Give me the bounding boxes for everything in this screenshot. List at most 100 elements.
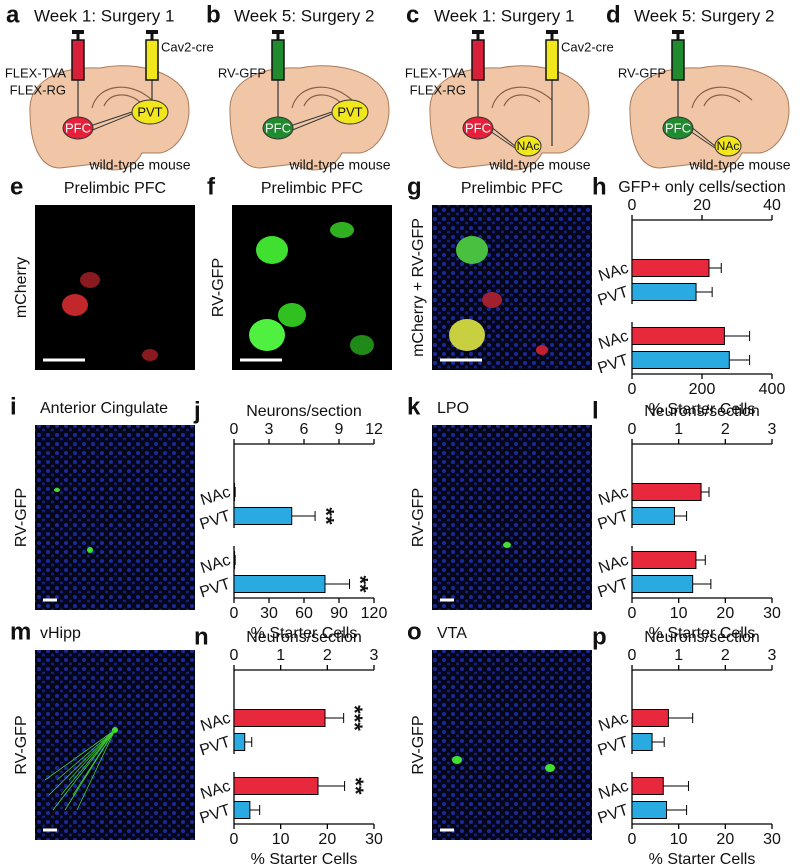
panel-letter: k [407,393,421,420]
bar [631,551,697,569]
projection [89,111,133,127]
x-tick-label: 12 [365,421,383,438]
x-tick-label: 20 [693,197,711,214]
source-region [262,116,294,140]
x-tick-label: 3 [370,647,379,664]
projection [289,113,333,132]
category-label: PVT [596,352,631,378]
plunger [472,30,484,34]
panel-letter: c [406,1,419,28]
cell [452,756,462,764]
category-label: NAc [597,260,631,286]
category-label: PVT [596,508,631,534]
bar [631,733,653,751]
category-label: NAc [597,484,631,510]
projection [489,125,516,147]
schematic-title: Week 5: Surgery 2 [234,6,374,25]
panel-letter: f [207,173,216,200]
category-label: PVT [596,284,631,310]
x-tick-label: 0 [628,647,637,664]
x-axis-label: % Starter Cells [649,625,756,642]
schematic: b Week 5: Surgery 2 RV-GFP PFC PVT wild-type … [206,1,391,172]
cell [80,272,100,288]
x-tick-label: 6 [300,421,309,438]
category-label: PVT [198,734,233,760]
x-tick-label: 20 [716,605,734,622]
cell [249,319,285,351]
channel-label: RV-GFP [410,488,427,547]
target-label: PVT [137,104,162,119]
significance: ** [348,575,373,593]
micrograph [432,650,592,840]
x-tick-label: 30 [365,831,383,848]
target-label: NAc [517,139,540,153]
category-label: PVT [596,802,631,828]
plunger-rod [550,34,554,40]
category-label: PVT [198,508,233,534]
cell [330,222,354,238]
injection-label: FLEX-TVA [405,65,466,80]
micrograph-title: Prelimbic PFC [64,180,166,197]
bar [233,777,319,795]
x-tick-label: 0 [628,381,637,398]
plunger [146,30,158,34]
syringe-barrel [545,39,559,81]
channel-label: RV-GFP [13,488,30,547]
panel-letter: j [193,397,201,424]
source-region [62,116,94,140]
x-tick-label: 40 [763,197,781,214]
significance: ** [313,507,338,525]
dendrite [72,729,116,796]
panel-letter: a [6,1,20,28]
schematic: d Week 5: Surgery 2 RV-GFP PFC NAc wild-type … [606,1,791,172]
channel-label: RV-GFP [210,258,227,317]
category-label: PVT [198,576,233,602]
x-axis-label: Neurons/section [246,629,362,646]
channel-label: mCherry + RV-GFP [410,218,427,357]
projection [489,130,516,149]
significance: *** [342,705,367,731]
panel-letter: n [194,623,209,650]
x-tick-label: 30 [260,605,278,622]
bar [233,575,326,593]
bar [233,507,293,525]
micrograph-title: Anterior Cingulate [40,400,168,417]
dendrite [76,729,116,811]
target-label: PVT [337,104,362,119]
panel-letter: e [10,173,23,200]
syringe-barrel [671,39,685,81]
brain-fold [691,86,753,109]
x-axis-label: Neurons/section [644,629,760,646]
micrograph-title: Prelimbic PFC [261,180,363,197]
bar [631,575,694,593]
category-label: NAc [597,328,631,354]
plunger [546,30,558,34]
category-label: PVT [198,802,233,828]
bar [631,709,669,727]
schematic-title: Week 1: Surgery 1 [34,6,174,25]
bar [233,551,236,569]
target-label: NAc [717,139,740,153]
category-label: NAc [199,710,233,736]
bar [631,259,710,277]
micrograph-title: vHipp [40,625,81,642]
syringe-barrel [145,39,159,81]
panel-letter: o [407,618,422,645]
source-label: PFC [465,120,491,135]
micrograph-title: Prelimbic PFC [461,180,563,197]
plunger-rod [150,34,154,40]
bar [631,351,730,369]
cell [142,349,158,361]
plunger-rod [276,34,280,40]
cell [256,236,288,264]
syringe-barrel [271,39,285,81]
category-label: NAc [199,484,233,510]
brain-fold [91,86,153,109]
syringe-barrel [471,39,485,81]
injection-label: RV-GFP [618,65,666,80]
cell [449,319,485,351]
projection [289,111,333,127]
target-region [514,135,542,157]
panel-letter: m [10,618,31,645]
